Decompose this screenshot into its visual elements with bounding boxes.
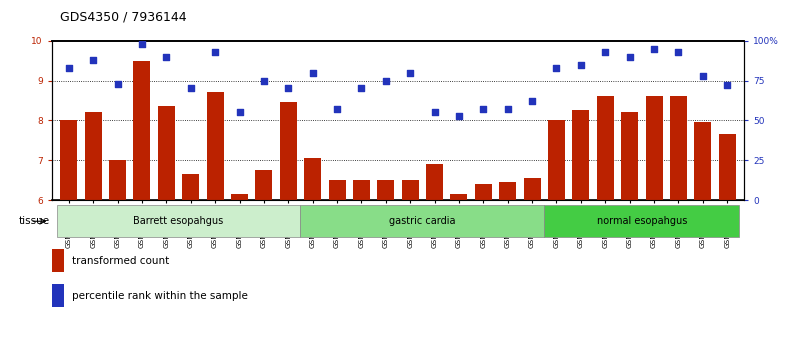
Bar: [231, 194, 248, 200]
Bar: [109, 160, 126, 200]
Bar: [499, 182, 517, 200]
Bar: [329, 180, 345, 200]
Bar: [572, 110, 589, 200]
Bar: [52, 284, 64, 307]
Point: [111, 81, 124, 87]
Bar: [182, 174, 199, 200]
Point: [575, 62, 587, 67]
Text: transformed count: transformed count: [72, 256, 169, 266]
Bar: [158, 107, 175, 200]
Point: [330, 106, 343, 112]
Point: [233, 110, 246, 115]
Point: [160, 54, 173, 59]
FancyBboxPatch shape: [544, 205, 739, 237]
Point: [62, 65, 75, 70]
Point: [696, 73, 709, 79]
Bar: [646, 97, 662, 200]
Point: [258, 78, 271, 83]
Point: [453, 113, 466, 118]
Bar: [524, 178, 540, 200]
Text: normal esopahgus: normal esopahgus: [597, 216, 687, 225]
Point: [550, 65, 563, 70]
Text: Barrett esopahgus: Barrett esopahgus: [134, 216, 224, 225]
Point: [623, 54, 636, 59]
FancyBboxPatch shape: [57, 205, 300, 237]
Bar: [84, 113, 102, 200]
Point: [404, 70, 416, 75]
Bar: [597, 97, 614, 200]
Text: percentile rank within the sample: percentile rank within the sample: [72, 291, 248, 301]
Bar: [621, 113, 638, 200]
Bar: [426, 164, 443, 200]
Bar: [256, 170, 272, 200]
Point: [306, 70, 319, 75]
Point: [721, 82, 734, 88]
Point: [355, 86, 368, 91]
Bar: [377, 180, 394, 200]
Point: [428, 110, 441, 115]
Point: [672, 49, 685, 55]
Bar: [474, 184, 492, 200]
Bar: [134, 61, 150, 200]
Point: [525, 98, 538, 104]
Point: [380, 78, 392, 83]
Bar: [402, 180, 419, 200]
Bar: [52, 249, 64, 272]
Bar: [304, 158, 322, 200]
Point: [135, 41, 148, 47]
Bar: [451, 194, 467, 200]
Bar: [670, 97, 687, 200]
Text: tissue: tissue: [19, 216, 50, 226]
Bar: [279, 102, 297, 200]
Point: [185, 86, 197, 91]
Point: [282, 86, 295, 91]
Text: gastric cardia: gastric cardia: [389, 216, 455, 225]
Point: [209, 49, 221, 55]
Point: [477, 106, 490, 112]
Bar: [548, 120, 565, 200]
Point: [501, 106, 514, 112]
Text: GDS4350 / 7936144: GDS4350 / 7936144: [60, 10, 186, 23]
Bar: [694, 122, 712, 200]
Point: [87, 57, 100, 63]
Bar: [353, 180, 370, 200]
Point: [599, 49, 611, 55]
Bar: [719, 134, 736, 200]
Bar: [60, 120, 77, 200]
Bar: [207, 92, 224, 200]
FancyBboxPatch shape: [300, 205, 544, 237]
Point: [648, 46, 661, 51]
